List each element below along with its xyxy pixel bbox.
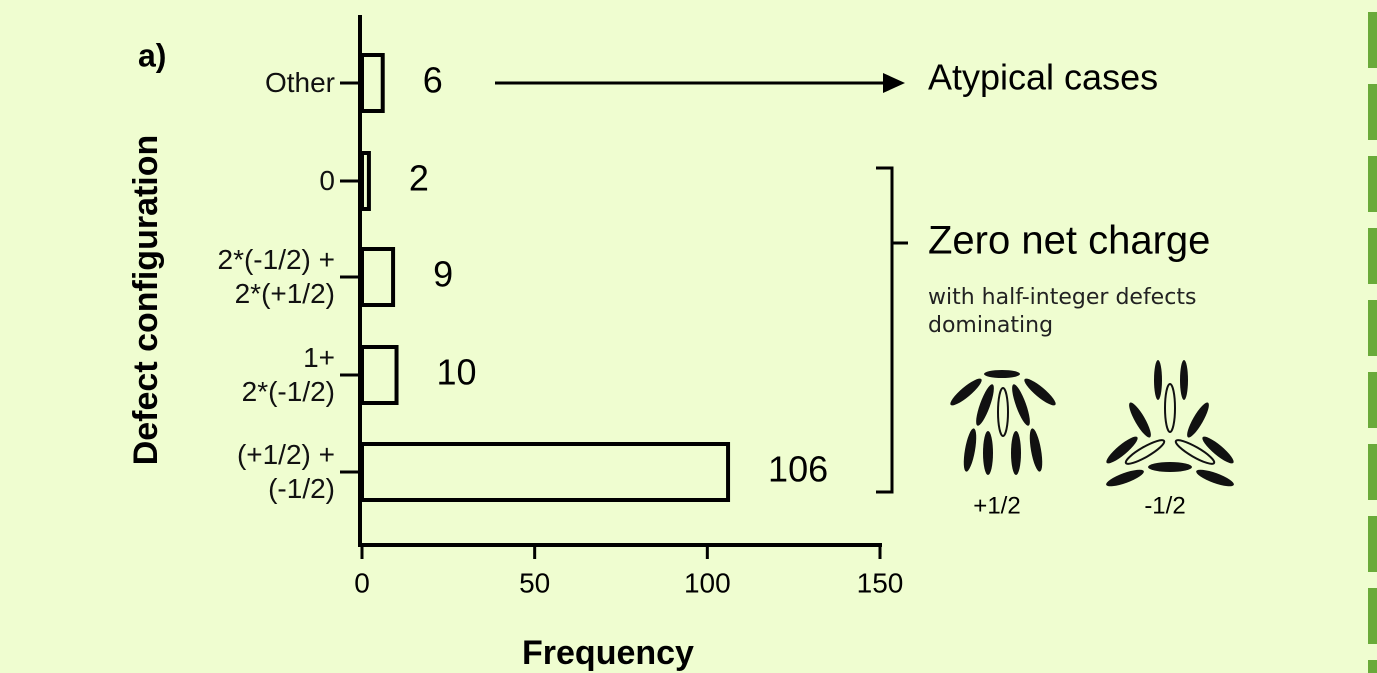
y-axis-label: Defect configuration — [127, 135, 165, 466]
annotation: Zero net charge — [928, 219, 1210, 263]
annotation: Atypical cases — [928, 57, 1158, 98]
annotation-note: with half-integer defects dominating — [928, 285, 1197, 338]
defect-icon-plus — [950, 370, 1056, 475]
bar — [360, 345, 399, 405]
bar — [360, 247, 396, 307]
value-label: 106 — [768, 449, 828, 490]
y-tick-label: (+1/2) + (-1/2) — [236, 439, 335, 504]
value-label: 6 — [423, 60, 443, 101]
value-label: 2 — [409, 158, 429, 199]
annotation: -1/2 — [1144, 492, 1185, 519]
x-tick-label: 50 — [519, 567, 550, 598]
y-tick-label: 1+ 2*(-1/2) — [241, 342, 335, 407]
x-tick-label: 100 — [684, 567, 731, 598]
edge-stripe — [1368, 12, 1377, 673]
y-tick-label: 2*(-1/2) + 2*(+1/2) — [217, 244, 336, 309]
x-tick-label: 0 — [354, 567, 370, 598]
bracket — [876, 166, 908, 494]
value-label: 9 — [433, 254, 453, 295]
y-tick-label: Other — [264, 67, 335, 98]
annotation: +1/2 — [973, 492, 1020, 519]
value-label: 10 — [437, 352, 477, 393]
bar — [360, 53, 385, 113]
x-tick-label: 150 — [857, 567, 904, 598]
arrow-head — [883, 73, 905, 93]
defect-icon-minus — [1106, 360, 1234, 487]
panel-label: a) — [138, 37, 166, 73]
y-tick-label: 0 — [319, 165, 335, 196]
bar — [360, 151, 371, 211]
x-axis-label: Frequency — [522, 634, 694, 672]
bar — [360, 442, 731, 502]
